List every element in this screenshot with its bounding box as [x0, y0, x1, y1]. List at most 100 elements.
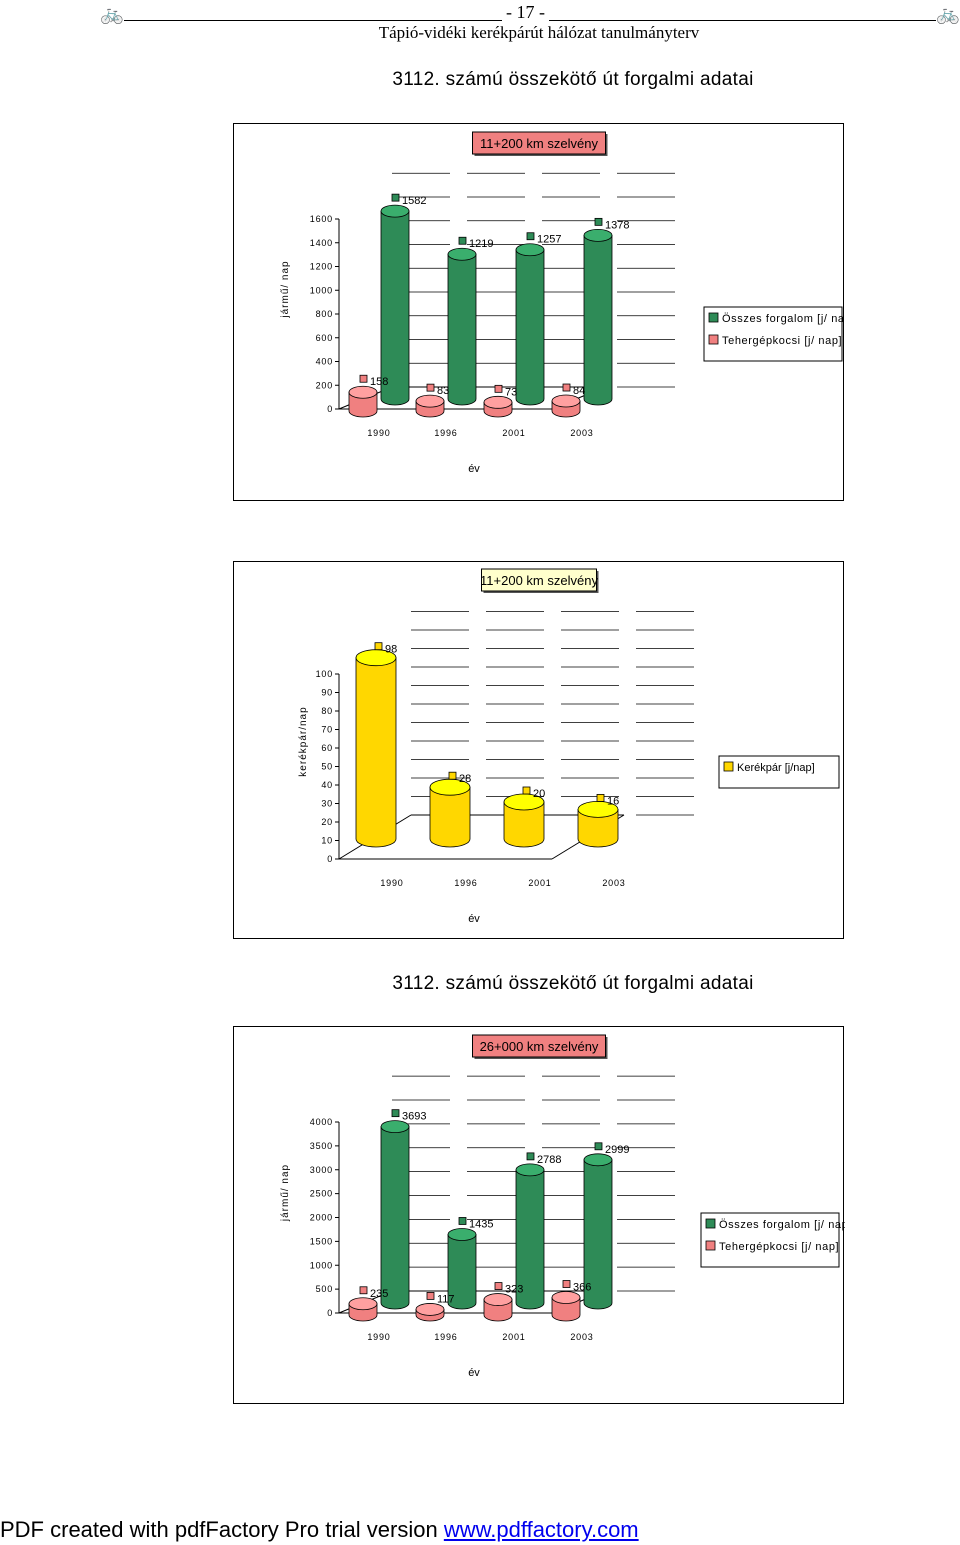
y-tick-label: 500: [316, 1284, 333, 1294]
legend-key: [723, 761, 734, 772]
bicycle-icon: 🚲: [100, 3, 124, 25]
bar-body: [355, 657, 397, 848]
data-label-key: [594, 1142, 603, 1151]
legend-key: [708, 312, 719, 323]
bar-body: [515, 1169, 545, 1310]
traffic-chart-11200: 11+200 km szelvény 0 200 400 600 800 1000 1200 1…: [280, 131, 854, 475]
y-tick-label: 0: [327, 854, 333, 864]
bar-body: [583, 234, 613, 406]
footer-link[interactable]: www.pdffactory.com: [443, 1517, 639, 1542]
data-label: 16: [607, 795, 619, 807]
x-tick-label: 1990: [367, 1332, 390, 1342]
x-tick-label: 2001: [502, 1332, 525, 1342]
legend-label: Tehergépkocsi [j/ nap]: [719, 1241, 839, 1253]
data-label-key: [458, 1217, 467, 1225]
legend-label: Kerékpár [j/nap]: [737, 762, 815, 774]
y-tick-label: 200: [316, 380, 333, 390]
x-tick-label: 2001: [502, 428, 525, 438]
bar-0-0: [380, 204, 410, 406]
legend-label: Összes forgalom [j/ nap]: [719, 1219, 845, 1231]
bar-body: [447, 253, 477, 406]
bar-body: [577, 809, 619, 848]
title-text: 11+200 km szelvény: [480, 136, 598, 151]
data-label: 98: [385, 644, 397, 656]
chart-title: 26+000 km szelvény: [472, 1034, 608, 1059]
bar-body: [348, 391, 378, 418]
bicycle-chart-11200: 11+200 km szelvény 0 10 20 30 40 50 60 70 80 90 100…: [298, 568, 840, 925]
y-tick-label: 1000: [310, 285, 333, 295]
y-axis-label: jármű/ nap: [280, 260, 291, 318]
bar-1-2: [483, 395, 513, 418]
bar-body: [447, 1234, 477, 1310]
data-label-key: [522, 786, 531, 795]
data-label: 1219: [469, 238, 493, 250]
y-tick-label: 1500: [310, 1236, 333, 1246]
x-tick-label: 1996: [434, 1332, 457, 1342]
legend-box: [703, 306, 843, 362]
x-tick-label: 1996: [454, 878, 477, 888]
title-box: [472, 1034, 606, 1058]
data-label-key: [374, 642, 383, 651]
data-label: 1257: [537, 234, 561, 246]
bar-1-2: [483, 1293, 513, 1322]
chart-container: 11+200 km szelvény 0 10 20 30 40 50 60 70 80 90 100…: [233, 561, 844, 939]
y-axis-label: jármű/ nap: [280, 1164, 291, 1222]
bar-top: [551, 394, 581, 408]
data-label: 158: [370, 376, 388, 388]
y-tick-label: 80: [321, 706, 333, 716]
bar-1-3: [551, 1291, 581, 1322]
y-tick-label: 3500: [310, 1141, 333, 1151]
y-tick-label: 60: [321, 743, 333, 753]
bar-top: [515, 243, 545, 257]
bar-0-3: [577, 800, 619, 848]
y-tick-label: 90: [321, 688, 333, 698]
data-label-key: [426, 383, 435, 392]
y-tick-label: 1200: [310, 262, 333, 272]
data-label: 1582: [402, 195, 426, 207]
data-label-key: [359, 1286, 368, 1295]
bar-top: [380, 1120, 410, 1134]
x-axis-label: év: [468, 913, 480, 925]
legend-key: [705, 1218, 716, 1229]
section-title: 3112. számú összekötő út forgalmi adatai: [392, 973, 754, 994]
data-label-key: [494, 1282, 503, 1290]
y-tick-label: 0: [327, 1308, 333, 1318]
bar-top: [551, 1291, 581, 1304]
title-text: 11+200 km szelvény: [480, 573, 598, 588]
chart-title: 11+200 km szelvény: [480, 568, 599, 593]
data-label-key: [426, 1292, 435, 1300]
chart-container: 11+200 km szelvény 0 200 400 600 800 1000 1200 1…: [233, 123, 854, 501]
data-label: 117: [437, 1293, 455, 1305]
x-axis-label: év: [468, 1367, 480, 1379]
data-label-key: [562, 383, 571, 392]
bar-0-0: [380, 1120, 410, 1310]
y-tick-label: 1600: [310, 214, 333, 224]
bicycle-icon: 🚲: [936, 3, 960, 25]
bar-1-0: [348, 385, 378, 418]
y-tick-label: 1000: [310, 1260, 333, 1270]
title-box: [481, 568, 597, 592]
data-label-key: [494, 384, 503, 393]
y-tick-label: 0: [327, 404, 333, 414]
y-tick-label: 2000: [310, 1213, 333, 1223]
traffic-chart-26000: 26+000 km szelvény 0 500 1000 1500 2000 2500 30…: [280, 1034, 851, 1379]
x-tick-label: 2001: [528, 878, 551, 888]
bar-top: [348, 1297, 378, 1311]
y-tick-label: 1400: [310, 238, 333, 248]
data-label: 28: [459, 773, 471, 785]
legend-label: Tehergépkocsi [j/ nap]: [722, 335, 842, 347]
data-label: 235: [370, 1288, 388, 1300]
footer-text: PDF created with pdfFactory Pro trial ve…: [0, 1517, 444, 1542]
data-label-key: [562, 1280, 571, 1288]
y-tick-label: 800: [316, 309, 333, 319]
y-tick-label: 10: [321, 836, 333, 846]
bar-0-2: [515, 1163, 545, 1310]
bar-body: [515, 249, 545, 406]
x-tick-label: 2003: [602, 878, 625, 888]
legend-box: [700, 1212, 840, 1268]
y-tick-label: 70: [321, 725, 333, 735]
legend: Összes forgalom [j/ nap] Tehergépkocsi [j…: [700, 1212, 851, 1268]
data-label-key: [458, 236, 467, 245]
bar-top: [415, 1303, 445, 1316]
bar-body: [583, 1159, 613, 1310]
